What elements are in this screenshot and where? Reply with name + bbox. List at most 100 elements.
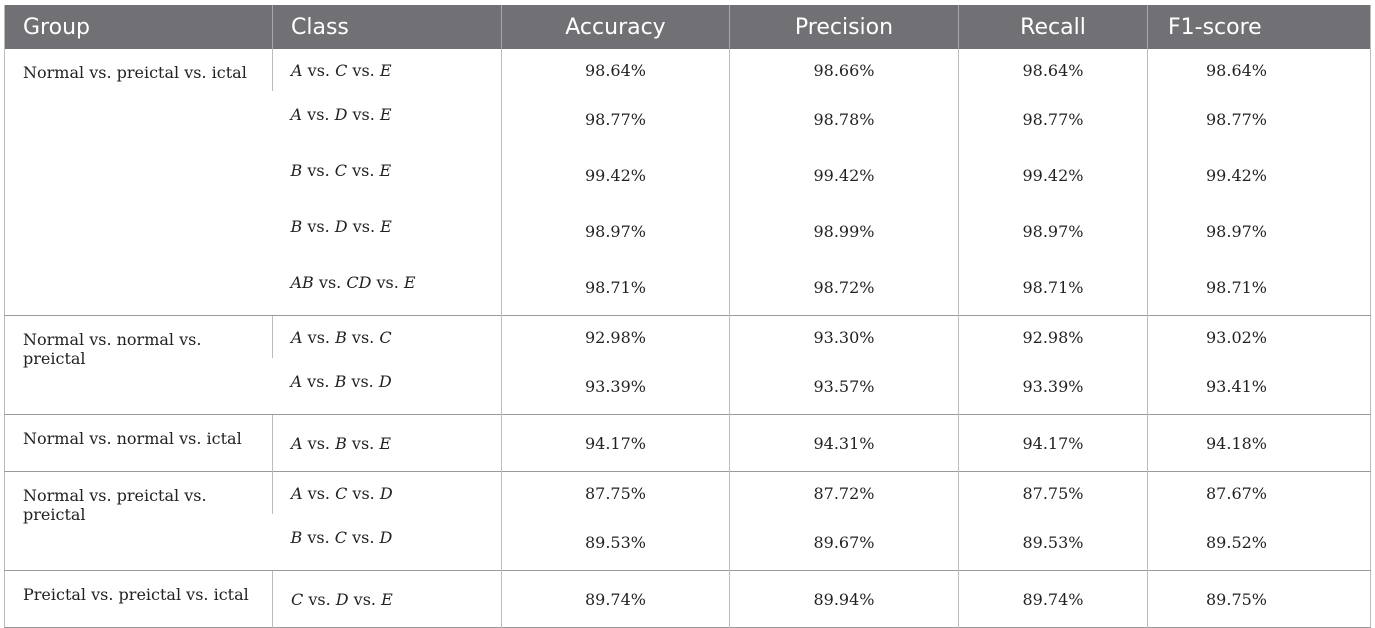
class-separator: vs. bbox=[371, 273, 404, 292]
f1-score-cell: 93.41% bbox=[1147, 358, 1371, 415]
class-separator: vs. bbox=[346, 372, 379, 391]
f1-score-cell: 98.97% bbox=[1147, 203, 1371, 259]
class-letter: A bbox=[290, 105, 303, 124]
header-row: Group Class Accuracy Precision Recall F1… bbox=[4, 5, 1371, 49]
class-letter: D bbox=[378, 372, 392, 391]
class-cell: A vs. B vs. C bbox=[272, 315, 502, 358]
header-class: Class bbox=[272, 5, 502, 49]
class-letter: E bbox=[403, 273, 416, 292]
accuracy-cell: 93.39% bbox=[501, 358, 730, 415]
class-cell: A vs. B vs. E bbox=[272, 414, 502, 472]
table-row: Normal vs. preictal vs. ictal A vs. C vs.… bbox=[5, 49, 1371, 91]
class-letter: B bbox=[290, 217, 303, 236]
class-cell: A vs. C vs. E bbox=[272, 49, 502, 91]
class-letter: D bbox=[335, 589, 349, 609]
class-separator: vs. bbox=[302, 483, 336, 503]
class-letter: A bbox=[290, 372, 303, 391]
table-row: AB vs. CD vs. E 98.71% 98.72% 98.71% 98.71% bbox=[5, 259, 1371, 316]
header-accuracy: Accuracy bbox=[501, 5, 730, 49]
class-separator: vs. bbox=[347, 105, 380, 124]
class-letter: E bbox=[381, 589, 393, 609]
precision-cell: 98.72% bbox=[729, 259, 959, 316]
recall-cell: 89.74% bbox=[958, 570, 1148, 628]
recall-cell: 94.17% bbox=[958, 414, 1148, 472]
table-row: A vs. D vs. E 98.77% 98.78% 98.77% 98.77% bbox=[5, 91, 1371, 147]
precision-cell: 98.66% bbox=[729, 49, 959, 91]
precision-cell: 93.57% bbox=[729, 358, 959, 415]
table-row: A vs. B vs. D 93.39% 93.57% 93.39% 93.41% bbox=[5, 358, 1371, 415]
f1-score-cell: 98.71% bbox=[1147, 259, 1371, 316]
accuracy-cell: 98.64% bbox=[501, 49, 730, 91]
accuracy-cell: 98.97% bbox=[501, 203, 730, 259]
class-letter: B bbox=[290, 528, 303, 547]
class-letter: C bbox=[335, 60, 348, 80]
class-cell: A vs. D vs. E bbox=[273, 91, 502, 147]
class-letter: C bbox=[379, 327, 392, 347]
table-row: Normal vs. normal vs. ictal A vs. B vs. E… bbox=[4, 414, 1371, 472]
class-letter: A bbox=[291, 433, 303, 453]
class-separator: vs. bbox=[347, 217, 381, 236]
class-letter: A bbox=[291, 60, 303, 80]
class-cell: C vs. D vs. E bbox=[272, 570, 502, 628]
class-letter: E bbox=[379, 433, 392, 453]
recall-cell: 98.71% bbox=[958, 259, 1148, 316]
class-letter: A bbox=[291, 327, 303, 347]
f1-score-cell: 98.64% bbox=[1147, 49, 1371, 91]
class-separator: vs. bbox=[348, 589, 382, 609]
class-cell: A vs. B vs. D bbox=[273, 358, 502, 415]
group-cell: Normal vs. normal vs. ictal bbox=[4, 414, 273, 472]
recall-cell: 87.75% bbox=[958, 471, 1148, 514]
recall-cell: 98.64% bbox=[958, 49, 1148, 91]
class-letter: D bbox=[379, 483, 393, 503]
f1-score-cell: 94.18% bbox=[1147, 414, 1371, 472]
class-letter: D bbox=[379, 528, 393, 547]
f1-score-cell: 89.52% bbox=[1147, 514, 1371, 571]
class-separator: vs. bbox=[302, 161, 335, 180]
precision-cell: 89.67% bbox=[729, 514, 959, 571]
precision-cell: 87.72% bbox=[729, 471, 959, 514]
class-separator: vs. bbox=[303, 589, 336, 609]
class-letter: E bbox=[379, 60, 392, 80]
class-cell: AB vs. CD vs. E bbox=[273, 259, 502, 316]
f1-score-cell: 87.67% bbox=[1147, 471, 1371, 514]
results-table: Group Class Accuracy Precision Recall F1… bbox=[4, 5, 1371, 628]
class-letter: A bbox=[291, 483, 303, 503]
table-row: B vs. D vs. E 98.97% 98.99% 98.97% 98.97% bbox=[5, 203, 1371, 259]
class-letter: D bbox=[334, 105, 348, 124]
accuracy-cell: 98.77% bbox=[501, 91, 730, 147]
class-separator: vs. bbox=[302, 528, 335, 547]
class-separator: vs. bbox=[302, 60, 336, 80]
class-letter: C bbox=[334, 528, 348, 547]
f1-score-cell: 89.75% bbox=[1147, 570, 1371, 628]
table-row: Normal vs. preictal vs. preictal A vs. C … bbox=[4, 471, 1371, 571]
class-separator: vs. bbox=[302, 217, 335, 236]
class-letter: C bbox=[334, 161, 348, 180]
group-cell: Normal vs. normal vs. preictal bbox=[4, 315, 273, 415]
table-row: Preictal vs. preictal vs. ictal C vs. D v… bbox=[4, 570, 1371, 628]
class-letter: AB bbox=[290, 273, 314, 292]
class-separator: vs. bbox=[347, 483, 380, 503]
class-separator: vs. bbox=[347, 161, 380, 180]
header-f1-score: F1-score bbox=[1147, 5, 1371, 49]
accuracy-cell: 89.53% bbox=[501, 514, 730, 571]
class-letter: C bbox=[335, 483, 348, 503]
table-row: B vs. C vs. E 99.42% 99.42% 99.42% 99.42% bbox=[5, 147, 1371, 203]
class-separator: vs. bbox=[313, 273, 347, 292]
precision-cell: 98.78% bbox=[729, 91, 959, 147]
class-cell: B vs. D vs. E bbox=[273, 203, 502, 259]
recall-cell: 93.39% bbox=[958, 358, 1148, 415]
accuracy-cell: 87.75% bbox=[501, 471, 730, 514]
f1-score-cell: 99.42% bbox=[1147, 147, 1371, 203]
class-letter: E bbox=[379, 161, 392, 180]
class-letter: B bbox=[290, 161, 303, 180]
precision-cell: 89.94% bbox=[729, 570, 959, 628]
header-recall: Recall bbox=[958, 5, 1148, 49]
class-letter: B bbox=[335, 327, 347, 347]
accuracy-cell: 99.42% bbox=[501, 147, 730, 203]
table-body: Normal vs. preictal vs. ictal A vs. C vs.… bbox=[4, 49, 1371, 628]
class-separator: vs. bbox=[347, 60, 380, 80]
class-cell: B vs. C vs. D bbox=[273, 514, 502, 571]
class-separator: vs. bbox=[302, 433, 336, 453]
class-cell: A vs. C vs. D bbox=[272, 471, 502, 514]
class-separator: vs. bbox=[302, 372, 335, 391]
